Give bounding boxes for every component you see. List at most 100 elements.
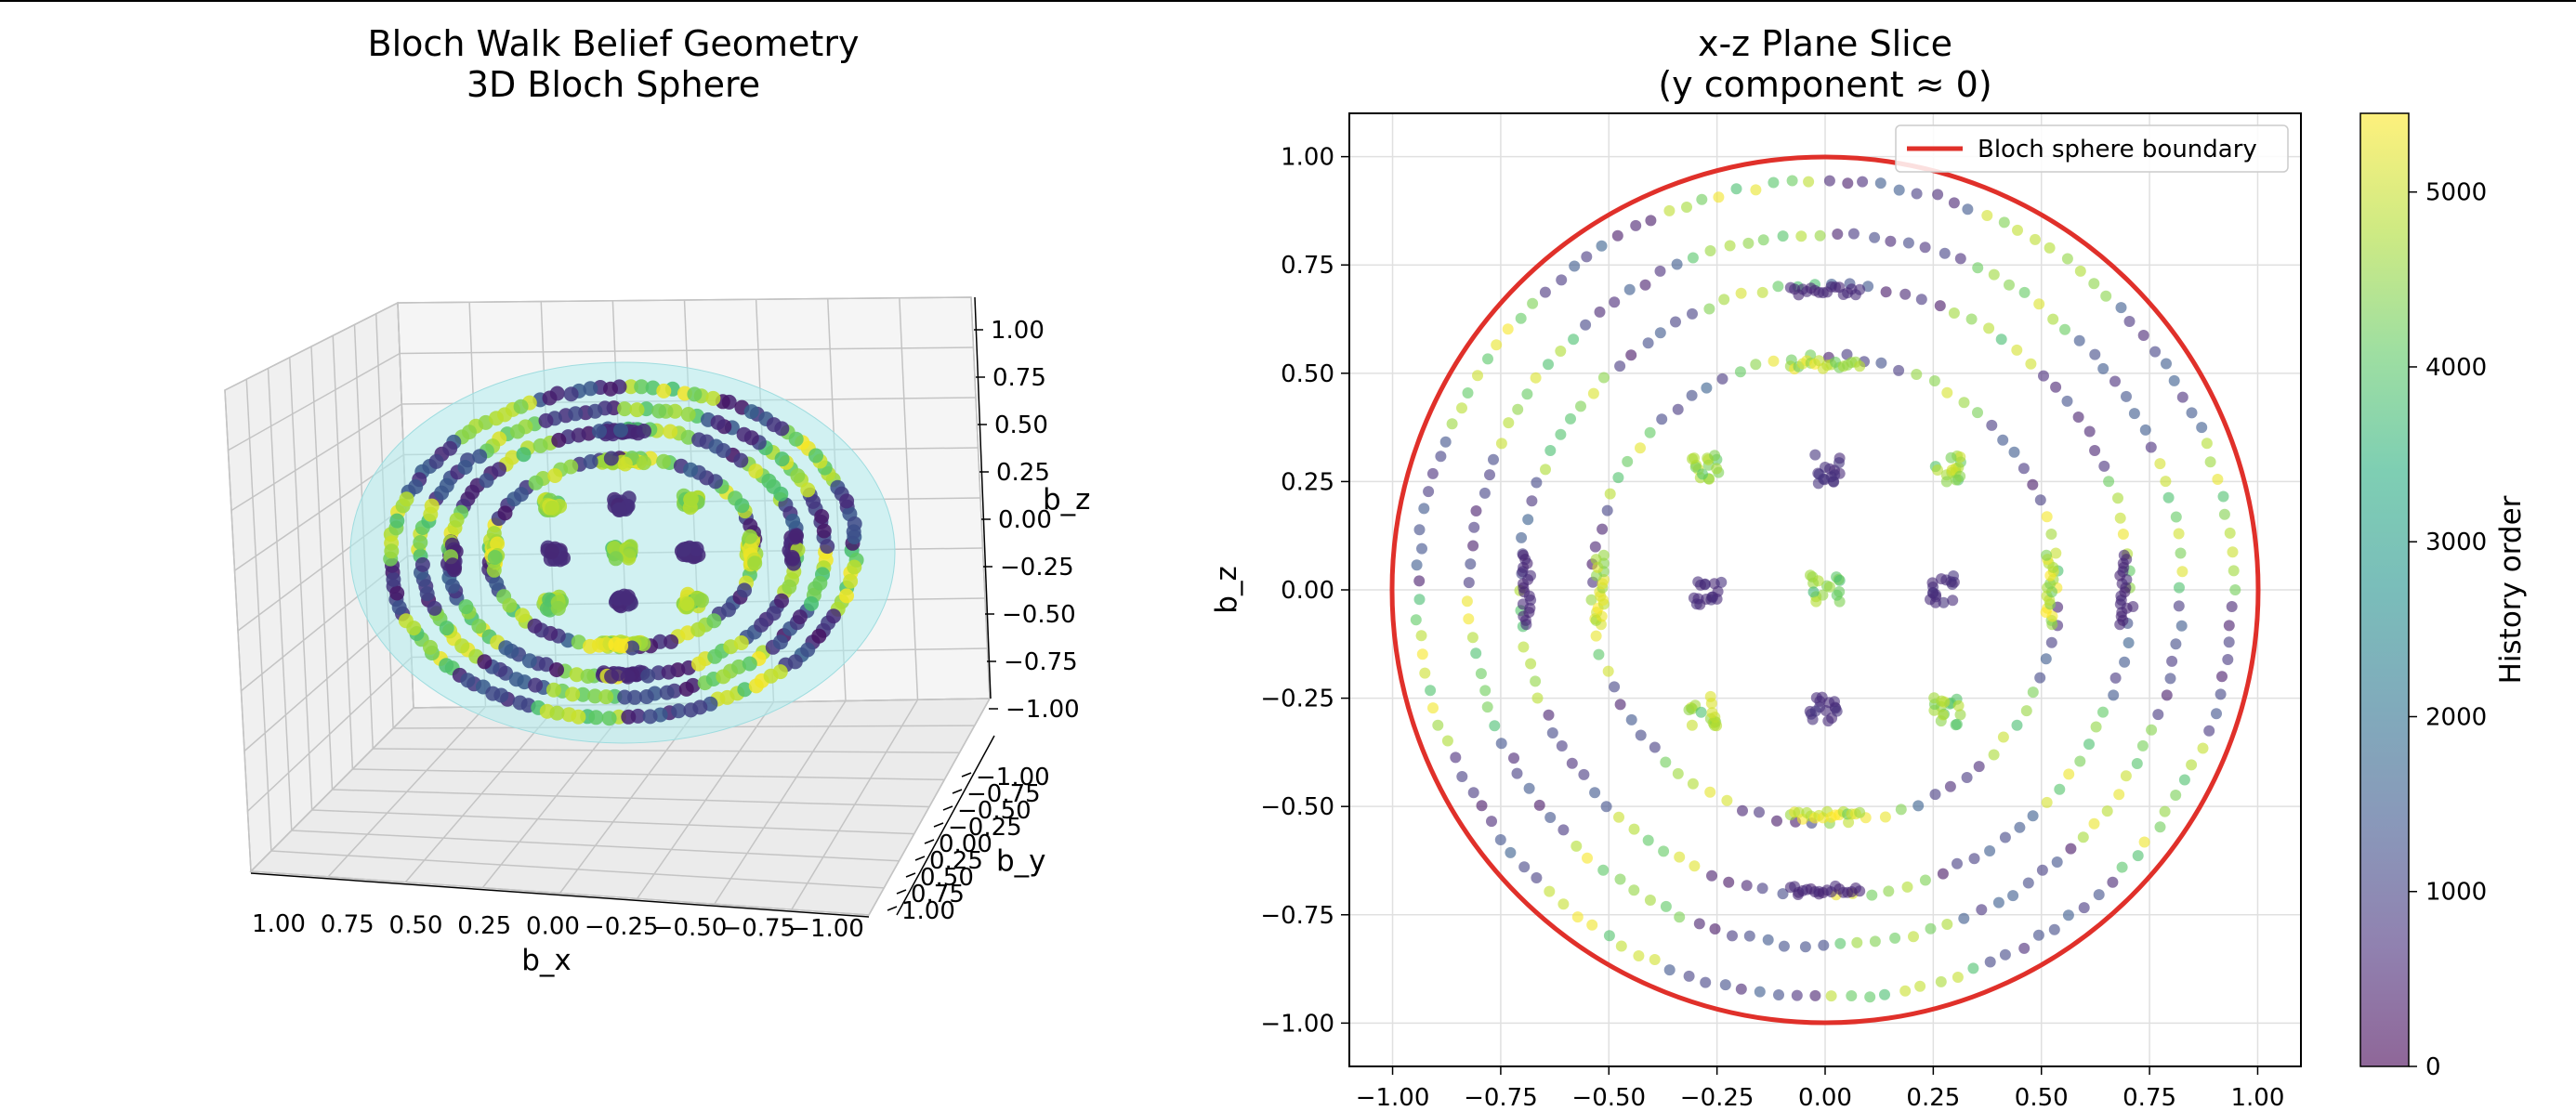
slice-point	[1754, 986, 1766, 998]
slice-point	[1925, 922, 1937, 935]
slice-point	[1614, 699, 1626, 711]
slice-point	[1874, 177, 1886, 190]
3d-x-axis-line	[250, 872, 870, 918]
slice-point	[2108, 689, 2120, 701]
slice-point	[1952, 857, 1963, 869]
slice-point	[2018, 286, 2031, 298]
slice-point	[1713, 191, 1725, 203]
3d-y-tick-mark	[924, 839, 935, 844]
slice-point	[2047, 313, 2059, 325]
slice-point	[2164, 673, 2176, 685]
slice-point	[1936, 695, 1948, 707]
slice-point	[1539, 286, 1551, 298]
slice-point	[2173, 528, 2185, 540]
3d-z-tick-label: −0.50	[1002, 601, 1076, 629]
slice-point	[1571, 911, 1584, 923]
3d-point	[624, 640, 640, 656]
3d-point	[419, 586, 435, 602]
slice-point	[1895, 804, 1907, 816]
slice-point	[1973, 761, 1985, 773]
3d-z-tick-label: 0.25	[996, 459, 1050, 487]
right-title-line1: x-z Plane Slice	[1698, 23, 1952, 64]
3d-point	[408, 479, 424, 494]
slice-point	[1805, 569, 1816, 582]
3d-point	[748, 464, 764, 479]
3d-point	[485, 686, 501, 701]
slice-x-tick-label: 1.00	[2231, 1084, 2285, 1111]
3d-point	[439, 621, 454, 636]
slice-point	[1628, 823, 1640, 835]
slice-y-tick-label: 1.00	[1281, 144, 1334, 172]
3d-point	[814, 509, 830, 524]
slice-point	[1475, 668, 1487, 680]
3d-point	[811, 628, 827, 644]
floor-gridline-b	[868, 698, 991, 916]
slice-point	[1854, 806, 1866, 818]
3d-point	[490, 536, 506, 552]
3d-point	[413, 535, 428, 550]
slice-x-tick-label: −0.25	[1680, 1084, 1755, 1111]
slice-point	[1419, 667, 1431, 679]
slice-point	[2030, 233, 2041, 245]
3d-point	[611, 502, 627, 517]
slice-point	[1833, 586, 1846, 597]
slice-point	[1929, 789, 1941, 801]
slice-point	[1426, 467, 1439, 479]
slice-point	[1727, 930, 1738, 942]
slice-point	[2186, 407, 2198, 419]
slice-point	[1467, 787, 1479, 799]
slice-point	[1719, 979, 1731, 991]
legend: Bloch sphere boundary	[1895, 124, 2289, 173]
slice-point	[1530, 675, 1542, 687]
slice-point	[1799, 941, 1811, 953]
slice-point	[1762, 934, 1774, 946]
slice-point	[1926, 577, 1939, 589]
slice-point	[2109, 672, 2122, 684]
3d-y-tick-label: 0.25	[929, 847, 983, 875]
slice-point	[1750, 359, 1762, 371]
slice-point	[1948, 307, 1960, 319]
slice-point	[1814, 229, 1826, 242]
slice-point	[1649, 954, 1661, 965]
slice-point	[1625, 349, 1637, 361]
slice-point	[1441, 735, 1453, 747]
slice-point	[1580, 319, 1592, 331]
3d-point	[486, 562, 502, 578]
slice-point	[1613, 811, 1624, 823]
3d-point	[527, 618, 543, 634]
slice-point	[2073, 334, 2085, 346]
slice-point	[1630, 219, 1642, 231]
slice-point	[1809, 989, 1821, 1001]
slice-point	[2074, 265, 2086, 277]
3d-x-tick-label: −0.50	[653, 914, 728, 942]
slice-point	[1915, 294, 1927, 306]
3d-point	[613, 638, 629, 654]
slice-point	[2072, 412, 2084, 423]
x-axis-label-3d: b_x	[521, 944, 572, 977]
slice-point	[1795, 230, 1807, 242]
3d-point	[733, 452, 749, 468]
3d-y-tick-label: −0.50	[957, 797, 1032, 825]
back-pane-gridline-v	[970, 296, 991, 699]
3d-point	[460, 673, 476, 688]
slice-point	[2117, 529, 2129, 540]
slice-point	[1692, 593, 1704, 605]
3d-point	[587, 403, 603, 419]
slice-point	[1704, 245, 1716, 256]
slice-point	[1470, 505, 1482, 516]
slice-point	[1589, 541, 1601, 553]
slice-point	[1818, 939, 1830, 951]
slice-point	[2116, 861, 2128, 873]
slice-point	[2118, 549, 2130, 561]
slice-point	[2121, 390, 2132, 402]
slice-point	[1523, 782, 1535, 794]
3d-z-tick-label: 1.00	[991, 317, 1045, 345]
slice-point	[1773, 989, 1784, 1000]
3d-point	[680, 407, 696, 422]
floor-gridline-b	[791, 699, 919, 910]
3d-point	[820, 539, 835, 555]
slice-point	[1998, 216, 2010, 229]
slice-point	[1934, 300, 1946, 312]
slice-point	[2154, 458, 2166, 470]
